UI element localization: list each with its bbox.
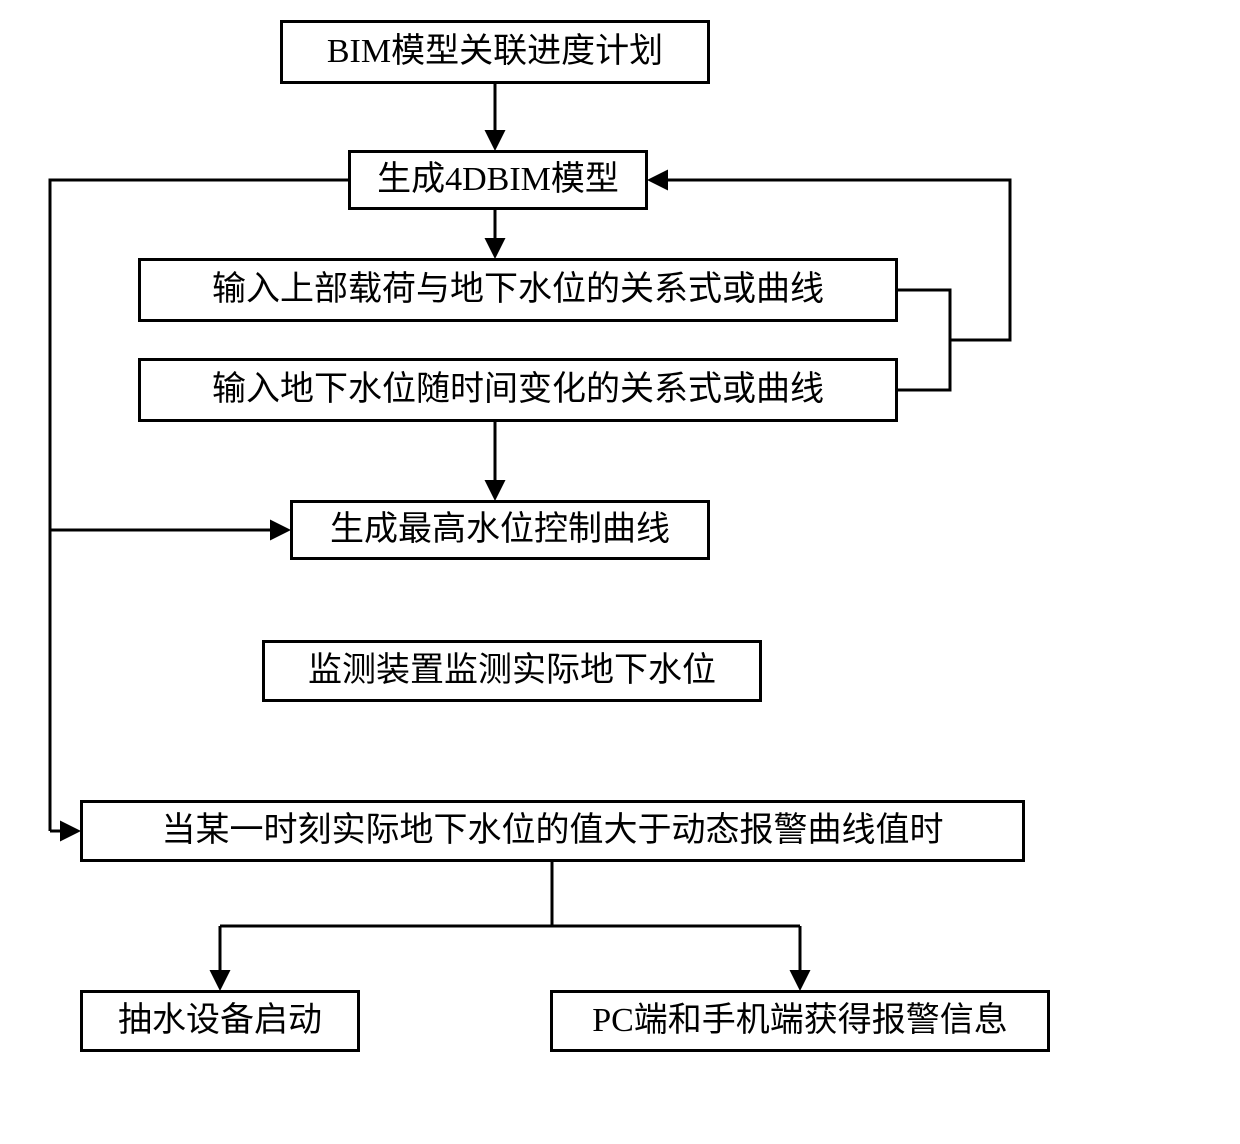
node-bim-plan: BIM模型关联进度计划: [280, 20, 710, 84]
node-label: BIM模型关联进度计划: [327, 32, 663, 73]
node-input-load: 输入上部载荷与地下水位的关系式或曲线: [138, 258, 898, 322]
node-curve: 生成最高水位控制曲线: [290, 500, 710, 560]
node-alarm-check: 当某一时刻实际地下水位的值大于动态报警曲线值时: [80, 800, 1025, 862]
node-pump: 抽水设备启动: [80, 990, 360, 1052]
node-4dbim: 生成4DBIM模型: [348, 150, 648, 210]
node-label: PC端和手机端获得报警信息: [592, 1001, 1008, 1042]
node-label: 当某一时刻实际地下水位的值大于动态报警曲线值时: [162, 811, 944, 852]
node-label: 监测装置监测实际地下水位: [308, 651, 716, 692]
node-label: 输入上部载荷与地下水位的关系式或曲线: [212, 270, 824, 311]
node-input-time: 输入地下水位随时间变化的关系式或曲线: [138, 358, 898, 422]
node-label: 生成最高水位控制曲线: [330, 510, 670, 551]
node-monitor: 监测装置监测实际地下水位: [262, 640, 762, 702]
edge-bracket-right: [898, 290, 950, 390]
node-alert: PC端和手机端获得报警信息: [550, 990, 1050, 1052]
node-label: 抽水设备启动: [118, 1001, 322, 1042]
flowchart-container: BIM模型关联进度计划 生成4DBIM模型 输入上部载荷与地下水位的关系式或曲线…: [0, 0, 1240, 1144]
node-label: 输入地下水位随时间变化的关系式或曲线: [212, 370, 824, 411]
node-label: 生成4DBIM模型: [377, 160, 619, 201]
